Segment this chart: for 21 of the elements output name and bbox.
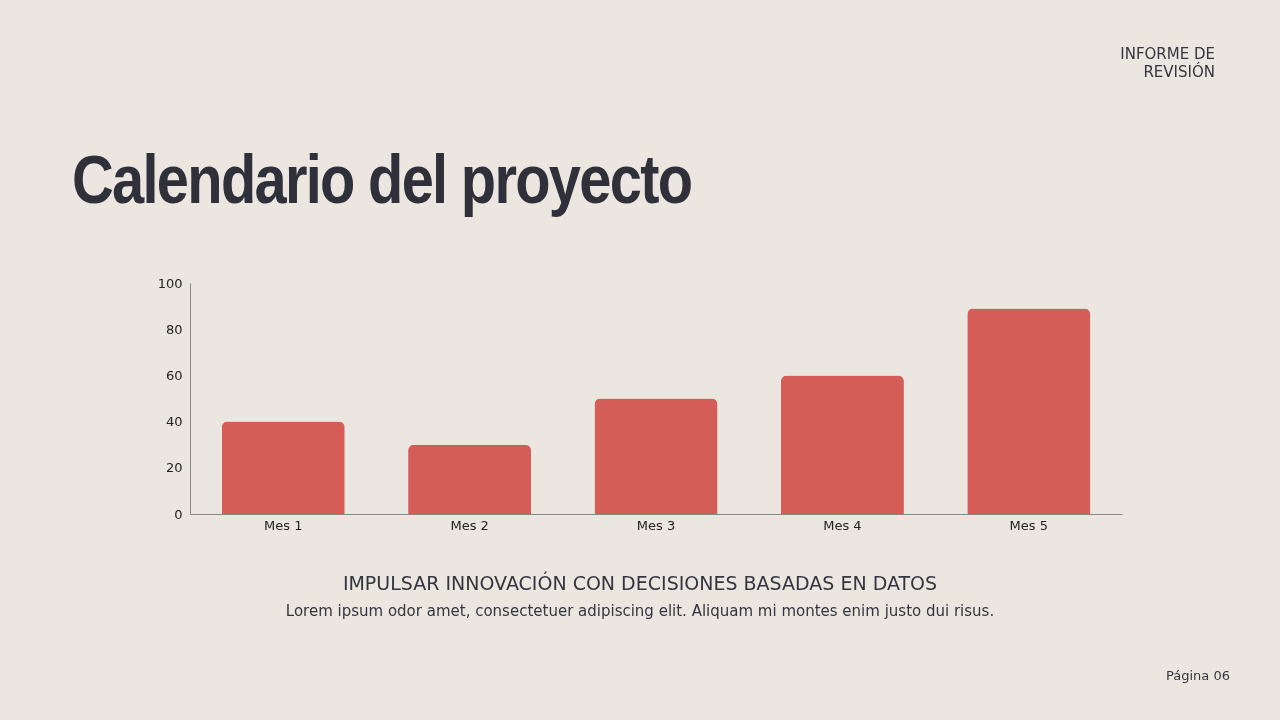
- text: Página 06: [1166, 668, 1230, 683]
- x-tick-label: Mes 2: [450, 517, 489, 533]
- y-tick-label: 20: [165, 460, 183, 476]
- text: IMPULSAR INNOVACIÓN CON DECISIONES BASADAS EN DATOS: [341, 572, 939, 594]
- y-tick-label: 0: [174, 506, 183, 522]
- x-tick-label: Mes 1: [264, 517, 303, 533]
- bar: [967, 308, 1091, 514]
- y-tick-label: 60: [165, 367, 183, 383]
- text: Lorem ipsum odor amet, consectetuer adipiscing elit. Aliquam mi montes enim justo dui risus.: [284, 602, 996, 620]
- chart-title: Calendario del proyecto: [72, 140, 692, 218]
- y-tick-label: 100: [157, 275, 183, 291]
- y-tick-label: 40: [165, 414, 183, 430]
- text: INFORME DE REVISIÓN: [1119, 45, 1215, 81]
- bar: [408, 444, 532, 514]
- bar: [221, 421, 345, 514]
- x-tick-label: Mes 3: [636, 517, 676, 533]
- bar: [780, 375, 904, 514]
- x-tick-label: Mes 4: [823, 517, 862, 533]
- y-tick-label: 80: [165, 321, 183, 337]
- bar: [594, 398, 718, 514]
- x-tick-label: Mes 5: [1009, 517, 1048, 533]
